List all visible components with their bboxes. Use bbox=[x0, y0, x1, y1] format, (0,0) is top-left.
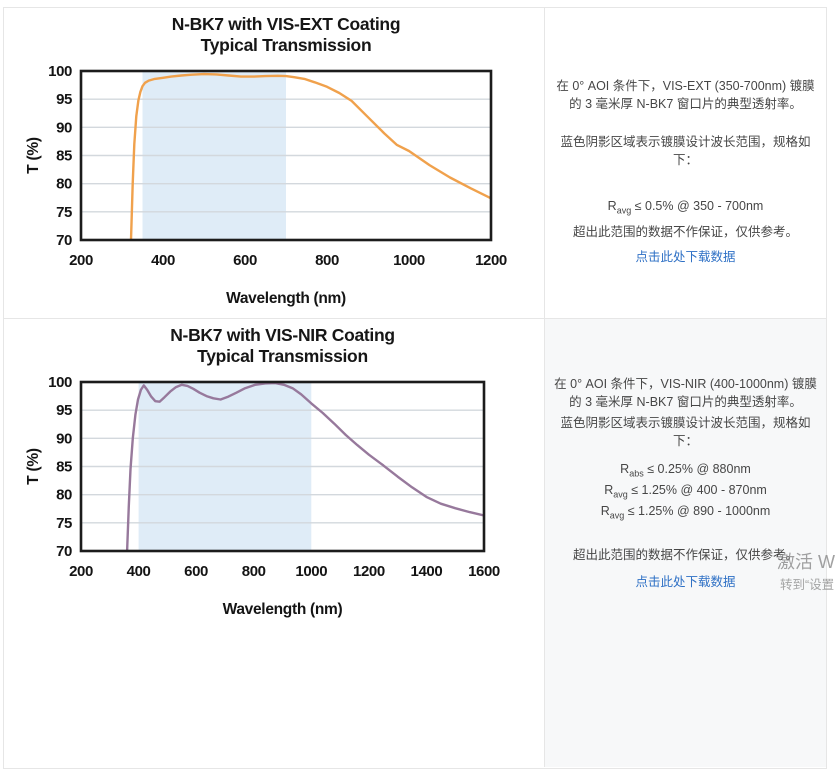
y-tick-label: 75 bbox=[56, 204, 72, 221]
vis-ext-shading-note: 蓝色阴影区域表示镀膜设计波长范围，规格如下： bbox=[560, 135, 811, 168]
x-tick-label: 200 bbox=[69, 563, 93, 580]
y-tick-label: 70 bbox=[56, 543, 72, 560]
spec-symbol: R bbox=[604, 482, 614, 497]
vis-nir-specs: Rabs ≤ 0.25% @ 880nm Ravg ≤ 1.25% @ 400 … bbox=[551, 461, 820, 524]
vis-nir-download-data-link[interactable]: 点击此处下载数据 bbox=[635, 574, 736, 589]
x-tick-label: 200 bbox=[69, 252, 93, 269]
x-tick-label: 1000 bbox=[393, 252, 425, 269]
x-tick-label: 800 bbox=[242, 563, 266, 580]
y-tick-label: 85 bbox=[56, 459, 72, 476]
y-tick-label: 100 bbox=[48, 63, 72, 80]
vis-ext-disclaimer: 超出此范围的数据不作保证，仅供参考。 bbox=[572, 225, 798, 240]
x-tick-label: 1600 bbox=[468, 563, 500, 580]
windows-activation-watermark-line2: 转到“设置 bbox=[780, 578, 835, 592]
chart-title-line2: Typical Transmission bbox=[200, 35, 372, 56]
y-axis-label: T (%) bbox=[25, 448, 42, 485]
windows-activation-watermark-line1: 激活 W bbox=[777, 552, 835, 572]
plot-border bbox=[79, 380, 486, 553]
spec-line-rabs: Rabs ≤ 0.25% @ 880nm bbox=[551, 461, 820, 482]
y-tick-label: 95 bbox=[56, 91, 72, 108]
spec-value: ≤ 0.25% @ 880nm bbox=[643, 461, 751, 476]
vis-nir-info-panel: 在 0° AOI 条件下，VIS-NIR (400-1000nm) 镀膜的 3 … bbox=[545, 319, 826, 767]
y-tick-label: 80 bbox=[56, 176, 72, 193]
vis-ext-info-panel: 在 0° AOI 条件下，VIS-EXT (350-700nm) 镀膜的 3 毫… bbox=[545, 8, 826, 318]
y-tick-label: 100 bbox=[48, 374, 72, 391]
vis-ext-transmission-chart: 70 75 80 85 90 95 100 200 400 600 800 1000 1200 Wavel… bbox=[25, 63, 507, 307]
transmission-curve bbox=[129, 72, 491, 240]
spec-symbol: R bbox=[620, 461, 630, 476]
vis-ext-row: N-BK7 with VIS-EXT Coating Typical Trans… bbox=[4, 8, 826, 319]
y-axis-label: T (%) bbox=[25, 137, 42, 174]
spec-symbol: R bbox=[600, 503, 610, 518]
vis-nir-transmission-chart: 70 75 80 85 90 95 100 200 400 600 800 1000 1200 1400 1… bbox=[25, 374, 500, 618]
spec-value: ≤ 1.25% @ 890 - 1000nm bbox=[624, 503, 771, 518]
x-tick-label: 800 bbox=[315, 252, 339, 269]
y-tick-label: 90 bbox=[56, 430, 72, 447]
y-tick-label: 70 bbox=[56, 232, 72, 249]
x-tick-label: 1000 bbox=[295, 563, 327, 580]
y-tick-label: 95 bbox=[56, 402, 72, 419]
plot-border bbox=[79, 69, 493, 242]
chart-title-line1: N-BK7 with VIS-NIR Coating bbox=[170, 325, 395, 345]
x-axis-label: Wavelength (nm) bbox=[226, 290, 346, 307]
vis-ext-download-data-link[interactable]: 点击此处下载数据 bbox=[635, 250, 736, 265]
y-tick-label: 90 bbox=[56, 119, 72, 136]
transmission-card: N-BK7 with VIS-EXT Coating Typical Trans… bbox=[3, 7, 827, 769]
vis-ext-chart-cell: N-BK7 with VIS-EXT Coating Typical Trans… bbox=[4, 8, 545, 318]
spec-symbol: R bbox=[607, 198, 617, 213]
vis-nir-shading-note: 蓝色阴影区域表示镀膜设计波长范围，规格如下： bbox=[560, 416, 811, 449]
x-axis-label: Wavelength (nm) bbox=[223, 601, 343, 618]
spec-subscript: avg bbox=[609, 510, 625, 520]
spec-value: ≤ 0.5% @ 350 - 700nm bbox=[631, 198, 764, 213]
spec-subscript: abs bbox=[629, 468, 644, 478]
vis-ext-description: 在 0° AOI 条件下，VIS-EXT (350-700nm) 镀膜的 3 毫… bbox=[556, 79, 815, 112]
vis-ext-chart-title: N-BK7 with VIS-EXT Coating Typical Trans… bbox=[4, 8, 544, 57]
chart-title-line1: N-BK7 with VIS-EXT Coating bbox=[171, 14, 401, 34]
x-tick-label: 1200 bbox=[353, 563, 385, 580]
x-tick-label: 600 bbox=[184, 563, 208, 580]
y-tick-label: 80 bbox=[56, 487, 72, 504]
vis-nir-description: 在 0° AOI 条件下，VIS-NIR (400-1000nm) 镀膜的 3 … bbox=[554, 377, 817, 410]
spec-line-ravg-1: Ravg ≤ 1.25% @ 400 - 870nm bbox=[551, 482, 820, 503]
spec-value: ≤ 1.25% @ 400 - 870nm bbox=[627, 482, 767, 497]
vis-nir-row: N-BK7 with VIS-NIR Coating Typical Trans… bbox=[4, 319, 826, 767]
spec-line-ravg: Ravg ≤ 0.5% @ 350 - 700nm bbox=[551, 197, 820, 218]
vis-nir-chart-cell: N-BK7 with VIS-NIR Coating Typical Trans… bbox=[4, 319, 545, 767]
spec-subscript: avg bbox=[613, 489, 628, 499]
x-tick-label: 600 bbox=[233, 252, 257, 269]
vis-ext-specs: Ravg ≤ 0.5% @ 350 - 700nm bbox=[551, 197, 820, 218]
chart-title-line2: Typical Transmission bbox=[197, 346, 368, 367]
y-tick-label: 85 bbox=[56, 148, 72, 165]
x-tick-label: 1400 bbox=[411, 563, 443, 580]
vis-nir-disclaimer: 超出此范围的数据不作保证，仅供参考。 bbox=[572, 547, 798, 562]
x-tick-label: 400 bbox=[127, 563, 151, 580]
x-tick-label: 1200 bbox=[475, 252, 507, 269]
spec-subscript: avg bbox=[616, 205, 632, 215]
spec-line-ravg-2: Ravg ≤ 1.25% @ 890 - 1000nm bbox=[551, 503, 820, 524]
vis-nir-chart-title: N-BK7 with VIS-NIR Coating Typical Trans… bbox=[4, 319, 544, 368]
transmission-curve bbox=[125, 382, 484, 551]
x-tick-label: 400 bbox=[151, 252, 175, 269]
y-tick-label: 75 bbox=[56, 515, 72, 532]
